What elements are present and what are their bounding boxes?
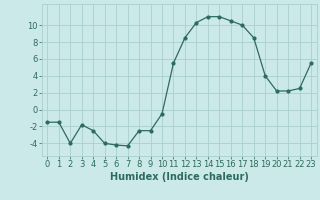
X-axis label: Humidex (Indice chaleur): Humidex (Indice chaleur) — [110, 172, 249, 182]
